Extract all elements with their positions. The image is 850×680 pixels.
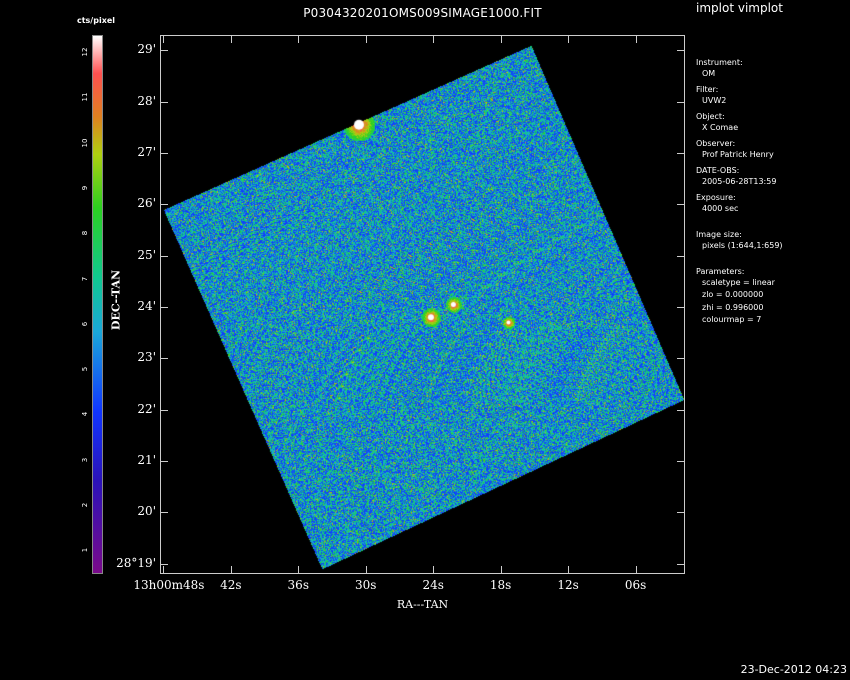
image-size-label: Image size:: [696, 230, 742, 239]
date-value: 2005-06-28T13:59: [702, 176, 777, 186]
x-tick-label: 30s: [355, 578, 377, 592]
y-tick-mark: [677, 461, 685, 463]
observer-value: Prof Patrick Henry: [702, 149, 774, 159]
object-value: X Comae: [702, 122, 739, 132]
colorbar-tick-label: 10: [81, 138, 89, 148]
y-tick-mark: [677, 358, 685, 360]
y-tick-mark: [160, 204, 168, 206]
colorbar: [92, 35, 103, 574]
y-tick-mark: [677, 307, 685, 309]
y-tick-mark: [160, 358, 168, 360]
y-axis-label: DEC--TAN: [109, 269, 123, 331]
x-tick-label: 24s: [422, 578, 444, 592]
y-tick-label: 29': [137, 42, 156, 57]
y-tick-mark: [677, 50, 685, 52]
colorbar-tick-label: 6: [81, 321, 89, 327]
x-tick-mark: [635, 566, 637, 574]
exposure-label: Exposure:: [696, 193, 736, 202]
x-tick-mark: [298, 566, 300, 574]
instrument-label: Instrument:: [696, 58, 743, 67]
x-tick-label: 06s: [624, 578, 647, 592]
x-tick-mark: [230, 566, 232, 574]
y-tick-mark: [160, 512, 168, 514]
colorbar-tick-label: 7: [81, 276, 89, 281]
x-tick-mark: [568, 566, 570, 574]
colorbar-tick-label: 1: [81, 548, 89, 553]
filter-label: Filter:: [696, 85, 719, 94]
x-tick-mark: [500, 35, 502, 43]
y-tick-mark: [160, 307, 168, 309]
colorbar-label: cts/pixel: [76, 16, 116, 25]
param-zhi: zhi = 0.996000: [702, 302, 764, 312]
exposure-value: 4000 sec: [702, 203, 739, 213]
y-tick-mark: [677, 409, 685, 411]
filter-value: UVW2: [702, 95, 727, 105]
y-tick-label: 28°19': [116, 555, 156, 570]
x-tick-label: 12s: [557, 578, 579, 592]
instrument-value: OM: [702, 68, 716, 78]
x-tick-mark: [433, 35, 435, 43]
colorbar-tick-label: 2: [81, 502, 89, 508]
param-scaletype: scaletype = linear: [702, 277, 775, 287]
colorbar-tick-label: 12: [81, 47, 89, 57]
colorbar-tick-label: 3: [81, 457, 89, 462]
x-tick-mark: [500, 566, 502, 574]
sky-image: [160, 35, 685, 574]
x-tick-mark: [365, 35, 367, 43]
y-tick-mark: [160, 50, 168, 52]
parameters-label: Parameters:: [696, 267, 745, 276]
y-tick-mark: [677, 255, 685, 257]
x-tick-label: 42s: [220, 578, 242, 592]
param-zlo: zlo = 0.000000: [702, 290, 764, 299]
param-colourmap: colourmap = 7: [702, 315, 762, 324]
x-tick-mark: [298, 35, 300, 43]
date-label: DATE-OBS:: [696, 166, 740, 175]
y-tick-label: 23': [137, 350, 156, 365]
colorbar-tick-label: 9: [81, 185, 89, 191]
y-tick-label: 24': [137, 299, 156, 314]
x-tick-label: 18s: [489, 578, 512, 592]
y-tick-mark: [677, 153, 685, 155]
y-tick-mark: [677, 512, 685, 514]
y-tick-label: 27': [137, 145, 156, 160]
y-tick-mark: [160, 255, 168, 257]
y-tick-mark: [677, 101, 685, 103]
x-tick-mark: [163, 566, 165, 574]
info-panel: Instrument: OM Filter: UVW2 Object: X Co…: [696, 58, 846, 332]
y-tick-label: 20': [137, 504, 156, 519]
x-tick-mark: [163, 35, 165, 43]
colorbar-tick-label: 4: [81, 412, 89, 417]
image-size-value: pixels (1:644,1:659): [702, 240, 783, 250]
y-tick-mark: [677, 563, 685, 565]
colorbar-tick-label: 11: [81, 92, 89, 102]
y-tick-label: 28': [137, 93, 156, 108]
x-tick-mark: [230, 35, 232, 43]
y-tick-mark: [160, 101, 168, 103]
plot-frame: [160, 35, 685, 574]
x-tick-mark: [568, 35, 570, 43]
colorbar-tick-label: 5: [81, 366, 89, 372]
observer-label: Observer:: [696, 139, 736, 148]
x-tick-mark: [635, 35, 637, 43]
x-tick-mark: [365, 566, 367, 574]
y-tick-mark: [160, 153, 168, 155]
y-tick-mark: [160, 563, 168, 565]
colorbar-tick-label: 8: [81, 231, 89, 236]
x-tick-mark: [433, 566, 435, 574]
x-tick-label: 13h00m48s: [133, 578, 205, 592]
y-tick-mark: [160, 409, 168, 411]
y-tick-label: 21': [137, 453, 156, 468]
y-tick-mark: [677, 204, 685, 206]
y-tick-mark: [160, 461, 168, 463]
y-tick-label: 22': [137, 401, 156, 416]
timestamp: 23-Dec-2012 04:23: [740, 663, 847, 676]
y-tick-label: 25': [137, 247, 156, 262]
chart-title: P0304320201OMS009SIMAGE1000.FIT: [303, 6, 542, 20]
x-tick-label: 36s: [287, 578, 309, 592]
y-tick-label: 26': [137, 196, 156, 211]
object-label: Object:: [696, 112, 725, 121]
app-title: implot vimplot: [696, 1, 783, 15]
x-axis-label: RA---TAN: [396, 598, 449, 611]
